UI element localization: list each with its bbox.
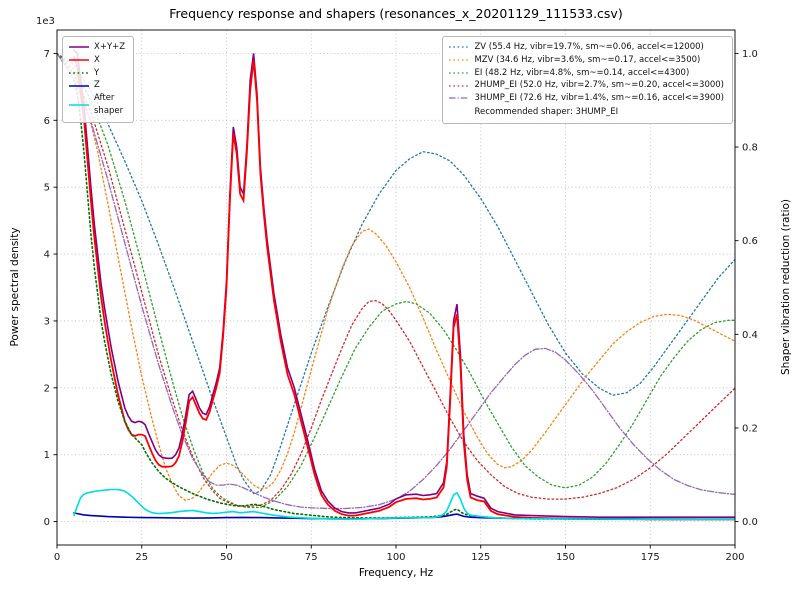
legend-line-sample (449, 97, 470, 100)
legend-item-mzv: MZV (34.6 Hz, vibr=3.6%, sm~=0.17, accel… (449, 54, 724, 67)
y-axis-label-left: Power spectral density (9, 227, 21, 347)
x-tick-label: 125 (471, 552, 490, 563)
legend-line-sample (449, 72, 470, 74)
shaper-curve-2hump-ei (57, 52, 735, 508)
legend-line-sample (69, 46, 89, 49)
x-tick-label: 50 (220, 552, 233, 563)
y-right-tick-label: 0.8 (742, 143, 758, 154)
shaper-curve-mzv (57, 52, 735, 502)
x-tick-label: 100 (386, 552, 405, 563)
y-right-tick-label: 0.6 (742, 236, 758, 247)
y-right-tick-label: 0.0 (742, 517, 758, 528)
legend-line-sample (69, 59, 89, 61)
x-tick-label: 200 (725, 552, 744, 563)
legend-line-sample (449, 84, 470, 87)
legend-line-sample (69, 103, 89, 106)
y-left-tick-label: 3 (44, 316, 50, 327)
x-tick-label: 175 (641, 552, 660, 563)
x-tick-label: 75 (305, 552, 318, 563)
y-left-tick-label: 6 (44, 116, 50, 127)
axes: 0 25 50 75 100 125 150 175 200 0 1 2 3 4 5 6 7 0.0 0.2 0.4 0… (44, 29, 758, 563)
legend-shapers: ZV (55.4 Hz, vibr=19.7%, sm~=0.06, accel… (442, 36, 733, 124)
legend-item-label: ZV (55.4 Hz, vibr=19.7%, sm~=0.06, accel… (474, 42, 704, 52)
legend-item-label: 2HUMP_EI (52.0 Hz, vibr=2.7%, sm~=0.20, … (474, 80, 724, 91)
x-axis-label: Frequency, Hz (358, 567, 434, 579)
recommended-shaper-note: Recommended shaper: 3HUMP_EI (474, 106, 619, 117)
y-left-tick-label: 4 (44, 250, 50, 261)
legend-item-label: 3HUMP_EI (72.6 Hz, vibr=1.4%, sm~=0.16, … (474, 93, 724, 103)
y-right-tick-label: 0.4 (742, 330, 758, 341)
legend-item-label: MZV (34.6 Hz, vibr=3.6%, sm~=0.17, accel… (474, 54, 701, 65)
x-tick-label: 25 (135, 552, 148, 563)
legend-item-3hump-ei: 3HUMP_EI (72.6 Hz, vibr=1.4%, sm~=0.16, … (449, 92, 724, 105)
y-left-tick-label: 7 (44, 49, 50, 60)
psd-curve-x (73, 55, 735, 521)
legend-item-x-y-z: X+Y+Z (69, 41, 125, 54)
y-left-tick-label: 1 (44, 450, 50, 461)
shaper-curves (57, 52, 735, 510)
legend-line-sample (69, 84, 89, 87)
legend-item-label: X+Y+Z (94, 42, 126, 52)
legend-item-label: EI (48.2 Hz, vibr=4.8%, sm~=0.14, accel<… (474, 67, 690, 78)
y-left-tick-label: 5 (44, 183, 50, 194)
x-tick-label: 0 (54, 552, 60, 563)
y-left-tick-label: 2 (44, 383, 50, 394)
legend-line-sample (449, 59, 470, 61)
shaper-curve-ei (57, 52, 735, 509)
legend-item-zv: ZV (55.4 Hz, vibr=19.7%, sm~=0.06, accel… (449, 41, 724, 54)
psd-curve-after-shaper (73, 488, 735, 521)
legend-line-sample (69, 72, 89, 74)
psd-curves (73, 49, 735, 521)
legend-item-ei: EI (48.2 Hz, vibr=4.8%, sm~=0.14, accel<… (449, 67, 724, 80)
legend-item-x: X (69, 54, 125, 67)
y-left-tick-label: 0 (44, 517, 50, 528)
legend-item-y: Y (69, 67, 125, 80)
psd-curve-y (73, 79, 735, 521)
legend-item-label: X (94, 54, 100, 65)
legend-item-2hump-ei: 2HUMP_EI (52.0 Hz, vibr=2.7%, sm~=0.20, … (449, 79, 724, 92)
legend-line-sample (449, 46, 470, 49)
shaper-curve-zv (57, 52, 735, 495)
legend-main: X+Y+Z X Y Z After shaper (62, 36, 135, 123)
legend-item-label: After shaper (94, 93, 124, 116)
legend-item-z: Z (69, 79, 125, 92)
chart-title: Frequency response and shapers (resonanc… (169, 6, 623, 21)
shaper-curve-3hump-ei (57, 52, 735, 510)
y-axis-offset-text: 1e3 (36, 16, 55, 27)
legend-item-after-shaper: After shaper (69, 92, 125, 118)
x-tick-label: 150 (556, 552, 575, 563)
legend-item-label: Y (94, 67, 100, 78)
y-right-tick-label: 0.2 (742, 423, 758, 434)
legend-item-label: Z (94, 80, 100, 91)
y-axis-label-right: Shaper vibration reduction (ratio) (780, 198, 792, 376)
y-right-tick-label: 1.0 (742, 49, 758, 60)
